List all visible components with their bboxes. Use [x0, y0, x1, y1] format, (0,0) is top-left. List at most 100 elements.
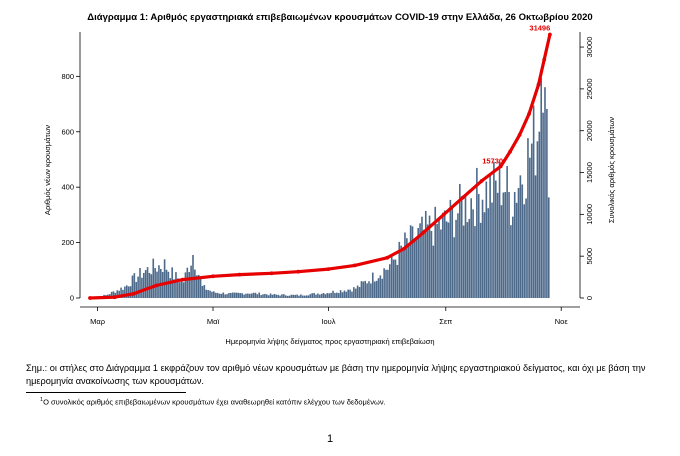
bar [237, 292, 240, 298]
bar [260, 295, 262, 298]
bar [216, 292, 219, 298]
bar [449, 199, 452, 298]
bar [476, 167, 478, 298]
cumulative-point [402, 246, 406, 251]
bar [547, 197, 550, 298]
y2-tick-label: 0 [585, 296, 594, 300]
bar [269, 293, 272, 298]
bar [199, 278, 202, 298]
bar [494, 180, 497, 298]
cumulative-point [536, 82, 541, 87]
bar [326, 293, 329, 298]
bar [462, 225, 465, 298]
bar [441, 212, 444, 298]
bar [233, 292, 236, 298]
cumulative-point [442, 212, 446, 217]
y2-tick-label: 25000 [585, 78, 594, 99]
bar [443, 210, 446, 298]
cumulative-point [421, 230, 425, 235]
bar [262, 294, 264, 298]
bar [286, 295, 289, 298]
bar [534, 175, 537, 298]
bar [353, 287, 355, 298]
cumulative-point [508, 149, 512, 154]
bar [110, 291, 113, 298]
bar [360, 281, 363, 298]
cumulative-point [154, 283, 159, 288]
bar [122, 289, 124, 298]
bar [519, 175, 522, 298]
chart-title: Διάγραμμα 1: Αριθμός εργαστηριακά επιβεβ… [87, 12, 593, 23]
bar [477, 194, 480, 298]
bar [324, 294, 327, 298]
bar [336, 292, 338, 298]
cumulative-point [517, 133, 522, 137]
cumulative-point [479, 179, 484, 183]
bar [177, 278, 179, 298]
bar [239, 293, 242, 298]
cumulative-point [498, 164, 503, 169]
bar [506, 166, 508, 298]
bar [124, 286, 126, 298]
bar [118, 290, 120, 298]
bar [213, 291, 215, 298]
bar [530, 143, 533, 298]
bar [190, 265, 192, 298]
bar [131, 275, 134, 298]
bar [538, 131, 541, 298]
y2-tick-label: 5000 [585, 248, 594, 265]
y-axis-title: Αριθμός νέων κρουσμάτων [43, 125, 52, 215]
bar [508, 191, 510, 298]
bar [322, 293, 325, 298]
bar [453, 237, 455, 298]
bar [211, 291, 213, 298]
bar-series [90, 78, 550, 299]
x-tick-label: Σεπ [439, 317, 452, 326]
bar [334, 292, 336, 298]
bar [368, 281, 370, 298]
annotations: 31496 15730 [482, 24, 550, 166]
bar [184, 272, 187, 298]
bar [230, 292, 232, 298]
bar [544, 87, 546, 298]
bar [186, 267, 189, 298]
bar [517, 187, 520, 298]
bar [381, 278, 384, 298]
y-tick-label: 0 [70, 294, 74, 303]
bar [349, 289, 351, 298]
bar [220, 293, 223, 298]
bar [298, 295, 300, 298]
bar [288, 295, 291, 298]
cumulative-point [527, 112, 531, 116]
cumulative-point [237, 272, 242, 277]
bar [479, 222, 482, 298]
bar [407, 243, 410, 298]
bar [214, 292, 217, 298]
bar [178, 282, 181, 298]
bar [362, 281, 365, 298]
bar [330, 292, 332, 298]
bar [300, 294, 302, 298]
bar [226, 294, 228, 298]
bar [424, 210, 427, 298]
bar [182, 282, 185, 298]
bar [515, 202, 518, 298]
bar [139, 268, 141, 298]
footnote-text: Ο συνολικός αριθμός επιβεβαιωμένων κρουσ… [43, 397, 386, 407]
bar [129, 286, 132, 298]
bar [491, 202, 493, 298]
bar [542, 112, 544, 299]
bar [127, 286, 130, 298]
bar [432, 245, 435, 298]
bar [371, 272, 374, 298]
bar [247, 293, 249, 298]
bar [438, 218, 440, 298]
bar [532, 105, 535, 298]
bar [250, 293, 253, 298]
bar [254, 292, 257, 298]
bar [133, 273, 136, 298]
bar [317, 293, 319, 298]
bar [390, 253, 393, 298]
y2-axis-title: Συνολικός αριθμός κρουσμάτων [607, 117, 616, 223]
bar [451, 205, 454, 298]
